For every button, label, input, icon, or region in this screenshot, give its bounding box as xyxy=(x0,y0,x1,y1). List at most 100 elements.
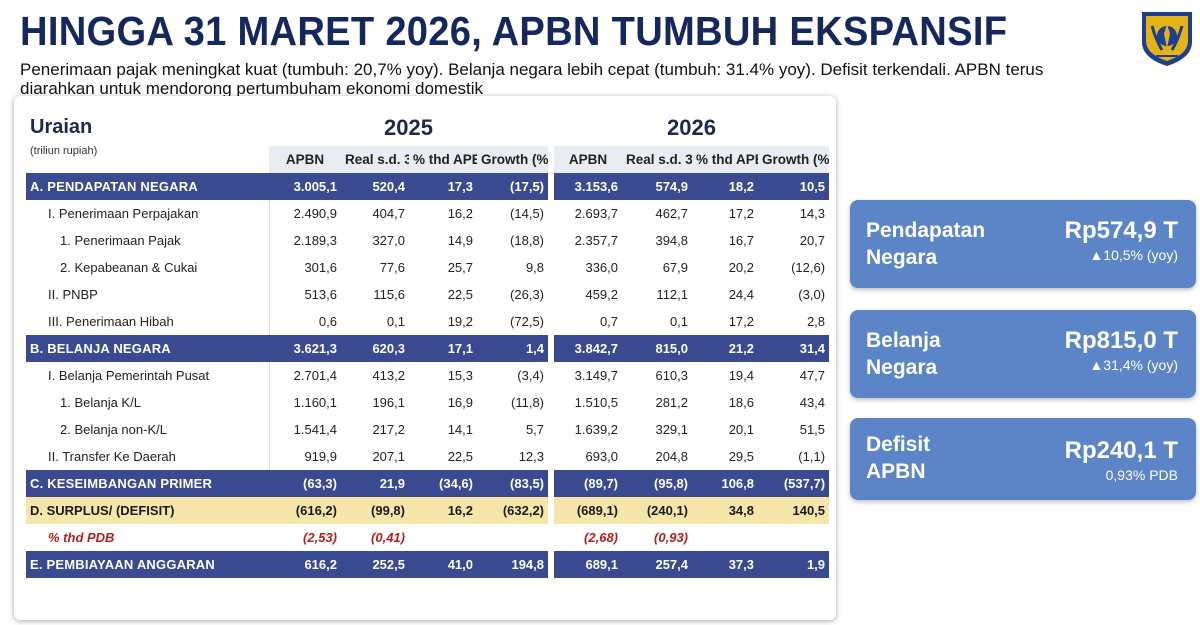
apbn-table: Uraian (triliun rupiah) 2025 2026 APBN R… xyxy=(26,110,830,578)
col-pct-2025: % thd APBN xyxy=(409,146,477,173)
table-row: E. PEMBIAYAAN ANGGARAN 616,2 252,5 41,0 194,… xyxy=(26,551,830,578)
cell-2026-apbn: 3.149,7 xyxy=(574,368,619,383)
card-pendapatan-negara: Pendapatan Negara Rp574,9 T ▲10,5% (yoy) xyxy=(850,200,1196,288)
cell-2025-growth: (11,8) xyxy=(511,395,545,410)
cell-2025-growth: 9,8 xyxy=(525,260,545,275)
cell-2026-apbn: 1.639,2 xyxy=(574,422,619,437)
cell-2025-pct: 19,2 xyxy=(447,314,473,329)
cell-2025-apbn: 513,6 xyxy=(304,287,337,302)
cell-2026-apbn: 689,1 xyxy=(554,551,623,578)
table-row: 2. Belanja non-K/L 1.541,4 217,2 14,1 5,7 1.6… xyxy=(26,416,829,443)
cell-2026-pct: 17,2 xyxy=(728,206,755,221)
year-2026-header: 2026 xyxy=(667,115,716,140)
cell-2026-pct: 20,2 xyxy=(728,260,755,275)
cell-2026-growth: 47,7 xyxy=(799,368,826,383)
cell-2025-growth: 1,4 xyxy=(477,335,549,362)
cell-2026-apbn: 693,0 xyxy=(585,449,619,464)
cell-2025-real: 115,6 xyxy=(373,287,405,302)
year-2025-header: 2025 xyxy=(384,115,433,140)
row-label: 2. Kepabeanan & Cukai xyxy=(26,254,270,281)
cell-2026-growth: (1,1) xyxy=(798,449,826,464)
row-label: 1. Penerimaan Pajak xyxy=(26,227,270,254)
unit-label: (triliun rupiah) xyxy=(30,145,98,157)
card-label: Pendapatan xyxy=(866,219,986,242)
cell-2026-growth: 31,4 xyxy=(758,335,830,362)
page-subtitle: Penerimaan pajak meningkat kuat (tumbuh:… xyxy=(20,60,1044,98)
cell-2025-growth: (17,5) xyxy=(477,173,549,200)
table-row: A. PENDAPATAN NEGARA 3.005,1 520,4 17,3 (17,… xyxy=(26,173,830,200)
cell-2025-real: 0,1 xyxy=(386,314,405,329)
cell-2026-real: (95,8) xyxy=(622,470,693,497)
cell-2026-growth: (3,0) xyxy=(798,287,826,302)
cell-2025-growth: (3,4) xyxy=(517,368,545,383)
card-value: Rp240,1 T xyxy=(1064,437,1178,464)
cell-2026-pct: 34,8 xyxy=(692,497,759,524)
cell-2025-real: 217,2 xyxy=(372,422,405,437)
cell-2026-growth xyxy=(758,524,829,551)
cell-2025-pct: 15,3 xyxy=(447,368,473,383)
card-label: APBN xyxy=(866,460,926,483)
cell-2025-apbn: 3.005,1 xyxy=(269,173,341,200)
cell-2025-real: 620,3 xyxy=(341,335,409,362)
row-label: I. Belanja Pemerintah Pusat xyxy=(26,362,270,389)
col-real-2025: Real s.d. 31 Mar xyxy=(341,146,409,173)
cell-2025-pct: 17,3 xyxy=(409,173,477,200)
cell-2026-pct: 18,2 xyxy=(692,173,759,200)
cell-2026-apbn: 0,7 xyxy=(599,314,619,329)
cell-2026-real: (0,93) xyxy=(654,530,689,545)
cell-2026-pct: 24,4 xyxy=(728,287,755,302)
kemenkeu-emblem-icon xyxy=(1142,12,1192,66)
cell-2025-pct: 22,5 xyxy=(447,449,473,464)
cell-2026-pct: 106,8 xyxy=(692,470,759,497)
cell-2025-real: (0,41) xyxy=(371,530,405,545)
cell-2025-pct: 17,1 xyxy=(409,335,477,362)
table-row: I. Belanja Pemerintah Pusat 2.701,4 413,2 1… xyxy=(26,362,829,389)
cell-2025-growth: (72,5) xyxy=(510,314,545,329)
col-real-2026: Real s.d. 31 Mar xyxy=(622,146,693,173)
table-row: B. BELANJA NEGARA 3.621,3 620,3 17,1 1,4 3.84… xyxy=(26,335,830,362)
cell-2026-pct: 16,7 xyxy=(728,233,755,248)
cell-2026-real: 67,9 xyxy=(662,260,689,275)
cell-2025-pct: 14,1 xyxy=(447,422,473,437)
table-row: III. Penerimaan Hibah 0,6 0,1 19,2 (72,5) 0,7… xyxy=(26,308,829,335)
cell-2026-real: 610,3 xyxy=(655,368,689,383)
card-growth: ▲10,5% (yoy) xyxy=(1089,247,1178,263)
cell-2026-real: 0,1 xyxy=(669,314,689,329)
cell-2026-growth: 43,4 xyxy=(799,395,826,410)
cell-2025-apbn: 3.621,3 xyxy=(269,335,341,362)
row-label: II. PNBP xyxy=(26,281,270,308)
table-row: C. KESEIMBANGAN PRIMER (63,3) 21,9 (34,6) (8… xyxy=(26,470,830,497)
table-row: II. Transfer Ke Daerah 919,9 207,1 22,5 12,3… xyxy=(26,443,829,470)
cell-2025-pct xyxy=(409,524,477,551)
row-label: E. PEMBIAYAAN ANGGARAN xyxy=(26,551,269,578)
cell-2025-real: 207,1 xyxy=(372,449,405,464)
cell-2026-real: 815,0 xyxy=(622,335,693,362)
cell-2026-growth: 1,9 xyxy=(758,551,830,578)
cell-2025-growth: (26,3) xyxy=(510,287,545,302)
row-label: A. PENDAPATAN NEGARA xyxy=(26,173,269,200)
cell-2026-apbn: 2.693,7 xyxy=(574,206,619,221)
cell-2025-apbn: 0,6 xyxy=(318,314,337,329)
table-row: % thd PDB (2,53) (0,41) (2,68) (0,93) xyxy=(26,524,829,551)
cell-2026-growth: 2,8 xyxy=(806,314,826,329)
table-row: 1. Penerimaan Pajak 2.189,3 327,0 14,9 (18,8… xyxy=(26,227,829,254)
row-label: C. KESEIMBANGAN PRIMER xyxy=(26,470,269,497)
cell-2026-pct: 21,2 xyxy=(692,335,759,362)
cell-2025-pct: 14,9 xyxy=(447,233,473,248)
cell-2026-apbn: 3.842,7 xyxy=(554,335,623,362)
row-label: I. Penerimaan Perpajakan xyxy=(26,200,270,227)
cell-2026-pct: 17,2 xyxy=(728,314,755,329)
cell-2025-apbn: 2.189,3 xyxy=(293,233,337,248)
table-row: I. Penerimaan Perpajakan 2.490,9 404,7 16,2… xyxy=(26,200,829,227)
cell-2026-growth: 10,5 xyxy=(758,173,830,200)
cell-2026-apbn: (689,1) xyxy=(554,497,623,524)
cell-2026-pct xyxy=(692,524,758,551)
cell-2025-real: 21,9 xyxy=(341,470,409,497)
cell-2025-real: (99,8) xyxy=(341,497,409,524)
cell-2025-pct: 22,5 xyxy=(447,287,473,302)
cell-2026-growth: 51,5 xyxy=(799,422,826,437)
uraian-label: Uraian xyxy=(30,116,93,138)
cell-2026-apbn: 459,2 xyxy=(585,287,619,302)
cell-2025-growth: (14,5) xyxy=(510,206,545,221)
uraian-header: Uraian (triliun rupiah) xyxy=(26,110,269,173)
